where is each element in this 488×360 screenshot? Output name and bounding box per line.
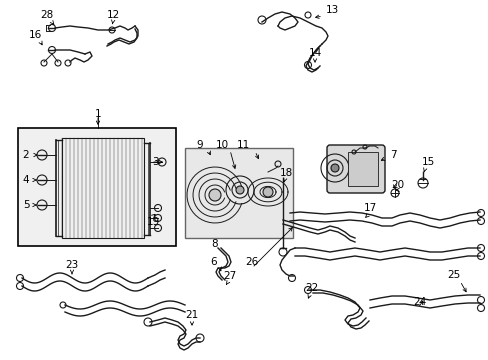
Text: 28: 28 <box>41 10 54 20</box>
Text: 22: 22 <box>305 283 318 293</box>
Circle shape <box>330 164 338 172</box>
Text: 4: 4 <box>22 175 29 185</box>
Text: 17: 17 <box>363 203 376 213</box>
Text: 13: 13 <box>325 5 338 15</box>
Text: 7: 7 <box>389 150 395 160</box>
Text: 14: 14 <box>308 48 321 58</box>
Text: 26: 26 <box>245 257 258 267</box>
Text: 18: 18 <box>279 168 292 178</box>
Text: 2: 2 <box>22 150 29 160</box>
Text: 5: 5 <box>22 200 29 210</box>
Text: 10: 10 <box>215 140 228 150</box>
Text: 3: 3 <box>151 157 158 167</box>
Text: 6: 6 <box>210 257 217 267</box>
Text: 20: 20 <box>390 180 404 190</box>
Text: 24: 24 <box>412 297 426 307</box>
Bar <box>62 138 143 238</box>
Bar <box>347 152 377 186</box>
Text: 23: 23 <box>65 260 79 270</box>
Text: 16: 16 <box>28 30 41 40</box>
FancyBboxPatch shape <box>326 145 384 193</box>
Text: 19: 19 <box>146 217 159 227</box>
Text: 8: 8 <box>211 239 218 249</box>
Text: 15: 15 <box>421 157 434 167</box>
Text: 12: 12 <box>106 10 120 20</box>
Circle shape <box>236 186 244 194</box>
Text: 21: 21 <box>185 310 198 320</box>
Text: 1: 1 <box>95 109 101 119</box>
Text: 11: 11 <box>236 140 249 150</box>
Text: 9: 9 <box>196 140 203 150</box>
Text: 25: 25 <box>447 270 460 280</box>
Bar <box>184 148 292 238</box>
Circle shape <box>208 189 221 201</box>
Bar <box>18 128 176 246</box>
Text: 27: 27 <box>223 271 236 281</box>
Circle shape <box>263 187 272 197</box>
